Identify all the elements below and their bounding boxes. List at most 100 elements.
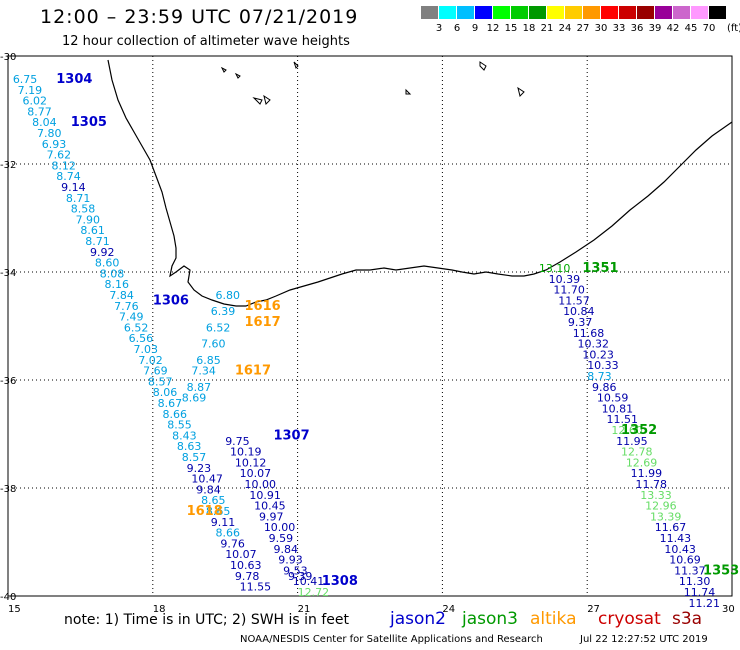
footnote: note: 1) Time is in UTC; 2) SWH is in fe… <box>64 612 350 628</box>
legend-label: 33 <box>612 23 626 34</box>
wave-height-value: 10.33 <box>587 359 619 372</box>
wave-height-value: 9.76 <box>220 537 245 550</box>
pass-number-label: 1617 <box>245 315 281 330</box>
wave-height-value: 10.07 <box>225 548 257 561</box>
wave-height-value: 9.11 <box>211 516 236 529</box>
wave-height-value: 8.71 <box>85 235 110 248</box>
satellite-name: s3a <box>672 609 703 629</box>
wave-height-value: 10.32 <box>578 338 610 351</box>
map-title: 12:00 – 23:59 UTC 07/21/2019 <box>40 6 359 28</box>
pass-number-label: 1351 <box>582 261 618 276</box>
island <box>220 61 525 105</box>
longitude-label: 24 <box>442 604 455 615</box>
wave-height-value: 8.08 <box>100 267 125 280</box>
wave-height-value: 11.70 <box>553 284 585 297</box>
wave-height-value: 6.85 <box>196 354 221 367</box>
pass-number-label: 1307 <box>273 428 309 443</box>
legend-label: 36 <box>630 23 644 34</box>
satellite-name: cryosat <box>598 609 661 629</box>
credit-line: NOAA/NESDIS Center for Satellite Applica… <box>240 634 543 645</box>
wave-height-value: 10.23 <box>582 348 614 361</box>
wave-height-value: 8.73 <box>587 370 612 383</box>
wave-height-value: 6.39 <box>211 305 236 318</box>
wave-height-value: 9.86 <box>592 381 617 394</box>
pass-number-label: 1618 <box>187 504 223 519</box>
legend-label: 15 <box>504 23 518 34</box>
coastline <box>107 59 733 307</box>
wave-height-value: 8.43 <box>172 429 197 442</box>
wave-height-value: 10.07 <box>240 467 272 480</box>
wave-height-value: 8.66 <box>216 527 241 540</box>
wave-height-value: 12.96 <box>645 500 677 513</box>
wave-height-value: 8.04 <box>32 116 57 129</box>
wave-height-value: 6.56 <box>129 332 154 345</box>
wave-height-value: 8.12 <box>51 159 76 172</box>
longitude-label: 30 <box>722 604 735 615</box>
legend-label: 18 <box>522 23 536 34</box>
legend-label: 6 <box>453 23 461 34</box>
legend-label: 70 <box>702 23 716 34</box>
wave-height-value: 13.10 <box>539 262 571 275</box>
legend-swatch <box>709 6 726 19</box>
legend-label: 45 <box>684 23 698 34</box>
legend-swatch <box>511 6 528 19</box>
wave-height-value: 8.71 <box>66 192 91 205</box>
legend-label: 12 <box>486 23 500 34</box>
wave-height-value: 12.72 <box>298 586 330 599</box>
legend-swatch <box>637 6 654 19</box>
wave-height-value: 9.39 <box>288 570 313 583</box>
wave-height-value: 8.61 <box>80 224 105 237</box>
wave-height-value: 7.62 <box>47 149 72 162</box>
legend-label: 42 <box>666 23 680 34</box>
wave-height-value: 10.81 <box>602 402 634 415</box>
wave-height-value: 8.58 <box>71 203 96 216</box>
wave-height-value: 8.87 <box>187 381 212 394</box>
longitude-label: 27 <box>587 604 600 615</box>
wave-height-value: 11.37 <box>674 564 706 577</box>
pass-number-label: 1353 <box>703 563 739 578</box>
wave-height-value: 8.77 <box>27 105 52 118</box>
longitude-label: 21 <box>298 604 311 615</box>
wave-height-value: 11.78 <box>635 478 667 491</box>
wave-height-value: 11.30 <box>679 575 711 588</box>
legend-swatch <box>601 6 618 19</box>
wave-height-value: 8.55 <box>167 419 192 432</box>
satellite-name: jason3 <box>462 609 518 629</box>
wave-height-value: 10.45 <box>254 500 286 513</box>
generation-timestamp: Jul 22 12:27:52 UTC 2019 <box>580 634 708 645</box>
legend-label: 21 <box>540 23 554 34</box>
wave-height-value: 7.02 <box>138 354 163 367</box>
legend-swatch <box>691 6 708 19</box>
wave-height-value: 11.43 <box>660 532 692 545</box>
wave-height-value: 10.59 <box>597 392 629 405</box>
observations-layer: 6.757.196.028.778.047.806.937.628.128.74… <box>13 73 720 610</box>
wave-height-value: 7.84 <box>109 289 134 302</box>
wave-height-value: 9.84 <box>273 543 298 556</box>
wave-height-value: 9.23 <box>187 462 212 475</box>
legend-label: 9 <box>471 23 479 34</box>
wave-height-value: 13.39 <box>650 510 682 523</box>
map-frame <box>7 55 733 597</box>
wave-height-value: 10.00 <box>264 521 296 534</box>
wave-height-value: 7.19 <box>18 84 43 97</box>
wave-height-value: 10.00 <box>245 478 276 491</box>
wave-height-value: 11.95 <box>616 435 648 448</box>
wave-height-value: 12.78 <box>621 446 653 459</box>
wave-height-value: 6.75 <box>13 73 38 86</box>
satellite-name: jason2 <box>390 609 446 629</box>
wave-height-value: 10.84 <box>563 305 595 318</box>
latitude-label: -34 <box>0 268 16 279</box>
legend-swatch <box>655 6 672 19</box>
wave-height-value: 8.65 <box>201 494 226 507</box>
wave-height-value: 9.92 <box>90 246 115 259</box>
wave-height-value: 7.80 <box>37 127 62 140</box>
wave-height-value: 7.49 <box>119 311 144 324</box>
wave-height-value: 8.74 <box>56 170 80 183</box>
pass-number-label: 1617 <box>235 364 271 379</box>
latitude-label: -30 <box>0 52 16 63</box>
wave-height-value: 9.93 <box>278 554 303 567</box>
wave-height-value: 12.60 <box>611 424 643 437</box>
wave-height-value: 7.03 <box>133 343 158 356</box>
wave-height-value: 9.59 <box>269 532 294 545</box>
